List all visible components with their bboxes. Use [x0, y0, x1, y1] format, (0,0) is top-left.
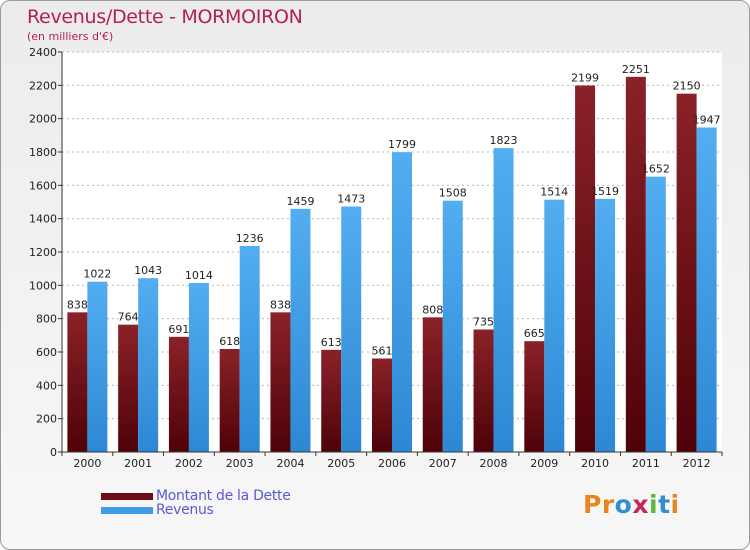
value-label-dette: 2150	[673, 80, 701, 93]
bar-revenus	[595, 198, 616, 452]
bar-dette	[422, 317, 443, 452]
legend-item-dette: Montant de la Dette	[101, 488, 291, 504]
value-label-revenus: 1947	[693, 114, 721, 127]
value-label-revenus: 1459	[286, 195, 314, 208]
chart-title: Revenus/Dette - MORMOIRON	[27, 6, 303, 28]
bar-revenus	[696, 127, 717, 452]
y-tick-label: 1000	[29, 279, 57, 292]
bar-dette	[473, 329, 494, 452]
value-label-revenus: 1823	[490, 134, 518, 147]
x-tick-label: 2006	[378, 457, 406, 470]
y-tick-label: 400	[36, 379, 57, 392]
y-tick-label: 2200	[29, 79, 57, 92]
value-label-revenus: 1043	[134, 264, 162, 277]
logo-letter: i	[649, 490, 659, 519]
y-tick-label: 1600	[29, 179, 57, 192]
legend-item-revenus: Revenus	[101, 502, 214, 518]
value-label-dette: 808	[422, 303, 443, 316]
bar-dette	[270, 312, 291, 452]
legend-swatch-revenus	[101, 506, 153, 514]
y-tick-label: 1400	[29, 213, 57, 226]
bar-revenus	[341, 206, 362, 452]
value-label-revenus: 1519	[591, 185, 619, 198]
x-tick-label: 2011	[632, 457, 660, 470]
x-tick-label: 2008	[480, 457, 508, 470]
bar-revenus	[239, 246, 260, 452]
y-tick-label: 0	[50, 446, 57, 459]
x-tick-label: 2007	[429, 457, 457, 470]
value-label-dette: 735	[473, 316, 494, 329]
bar-revenus	[290, 208, 311, 452]
x-tick-label: 2010	[581, 457, 609, 470]
proxiti-logo: Proxiti	[583, 490, 680, 519]
y-tick-label: 1800	[29, 146, 57, 159]
x-tick-label: 2001	[124, 457, 152, 470]
value-label-dette: 2199	[571, 72, 599, 85]
x-tick-label: 2004	[276, 457, 304, 470]
logo-letter: t	[658, 490, 671, 519]
value-label-dette: 618	[219, 335, 240, 348]
bar-revenus	[493, 148, 514, 452]
x-tick-label: 2000	[73, 457, 101, 470]
x-tick-label: 2002	[175, 457, 203, 470]
value-label-revenus: 1022	[83, 268, 111, 281]
x-tick-label: 2009	[530, 457, 558, 470]
bar-dette	[67, 312, 88, 452]
bar-revenus	[442, 200, 463, 452]
y-tick-label: 200	[36, 413, 57, 426]
value-label-dette: 665	[524, 327, 545, 340]
bar-dette	[524, 341, 545, 452]
value-label-revenus: 1236	[236, 232, 264, 245]
bar-dette	[118, 324, 139, 452]
value-label-revenus: 1514	[540, 186, 568, 199]
logo-letter: i	[670, 490, 680, 519]
bar-revenus	[138, 278, 159, 452]
value-label-dette: 691	[168, 323, 189, 336]
bar-dette	[168, 336, 189, 452]
bar-dette	[676, 93, 697, 453]
x-tick-label: 2003	[226, 457, 254, 470]
value-label-dette: 838	[270, 298, 291, 311]
bar-dette	[372, 358, 392, 452]
x-tick-label: 2005	[327, 457, 355, 470]
legend-label-dette: Montant de la Dette	[156, 488, 291, 504]
value-label-dette: 613	[321, 336, 342, 349]
value-label-revenus: 1799	[388, 138, 416, 151]
legend-label-revenus: Revenus	[156, 502, 214, 518]
value-label-dette: 2251	[622, 63, 650, 76]
bar-revenus	[544, 199, 565, 452]
logo-letter: x	[632, 490, 649, 519]
value-label-dette: 838	[67, 298, 88, 311]
value-label-dette: 561	[372, 345, 393, 358]
bar-revenus	[392, 152, 412, 452]
logo-letter: P	[583, 490, 602, 519]
legend-swatch-dette	[101, 492, 153, 500]
bar-revenus	[188, 283, 209, 452]
value-label-dette: 764	[118, 311, 139, 324]
bar-revenus	[645, 176, 666, 452]
logo-letter: r	[601, 490, 615, 519]
logo-letter: o	[614, 490, 633, 519]
bar-dette	[321, 349, 342, 452]
value-label-revenus: 1473	[337, 193, 365, 206]
y-tick-label: 800	[36, 313, 57, 326]
value-label-revenus: 1014	[185, 269, 213, 282]
bar-dette	[219, 349, 240, 452]
bar-dette	[625, 76, 646, 452]
y-tick-label: 1200	[29, 246, 57, 259]
bar-dette	[575, 85, 596, 452]
value-label-revenus: 1508	[439, 187, 467, 200]
y-tick-label: 2000	[29, 113, 57, 126]
bar-revenus	[87, 281, 108, 452]
x-tick-label: 2012	[683, 457, 711, 470]
chart-subtitle: (en milliers d'€)	[27, 30, 114, 43]
value-label-revenus: 1652	[642, 163, 670, 176]
y-tick-label: 2400	[29, 46, 57, 59]
y-tick-label: 600	[36, 346, 57, 359]
